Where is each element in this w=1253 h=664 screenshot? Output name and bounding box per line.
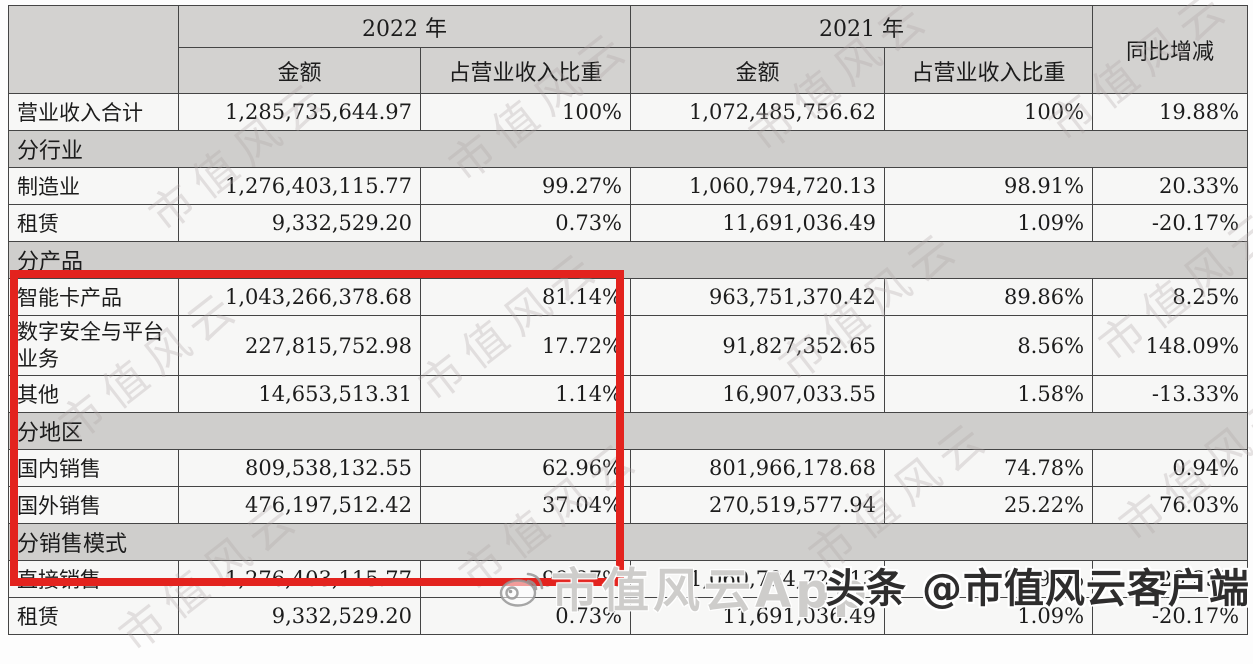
amount-2022: 1,285,735,644.97 [178,93,421,131]
table-row: 直接销售 1,276,403,115.77 99.27% 1,060,794,7… [8,560,1249,598]
header-ratio-2022: 占营业收入比重 [419,47,632,94]
amount-2021: 16,907,033.55 [630,375,886,413]
header-year-2022: 2022 年 [177,5,632,48]
yoy-value: -20.17% [1092,204,1249,242]
section-label: 分产品 [7,241,1249,279]
row-label: 营业收入合计 [8,93,179,131]
table-row: 国外销售 476,197,512.42 37.04% 270,519,577.9… [8,486,1249,524]
ratio-2022: 0.73% [419,204,632,242]
ratio-2021: 8.56% [884,315,1094,376]
amount-2022: 1,043,266,378.68 [178,278,421,316]
amount-2022: 227,815,752.98 [178,315,421,376]
ratio-2022: 17.72% [419,315,632,376]
yoy-value: -20.17% [1092,597,1249,635]
row-label: 智能卡产品 [8,278,179,316]
table-corner-cell [8,5,179,94]
amount-2022: 14,653,513.31 [178,375,421,413]
section-row-industry: 分行业 [7,130,1249,168]
row-label: 租赁 [8,204,179,242]
header-ratio-2021: 占营业收入比重 [884,47,1094,94]
ratio-2021: 98.91% [884,560,1094,598]
ratio-2021: 98.91% [884,167,1094,205]
table-row: 租赁 9,332,529.20 0.73% 11,691,036.49 1.09… [8,597,1249,635]
table-row: 国内销售 809,538,132.55 62.96% 801,966,178.6… [8,449,1249,487]
table-row: 智能卡产品 1,043,266,378.68 81.14% 963,751,37… [8,278,1249,316]
amount-2022: 9,332,529.20 [178,204,421,242]
table-row: 其他 14,653,513.31 1.14% 16,907,033.55 1.5… [8,375,1249,413]
yoy-value: 148.09% [1092,315,1249,376]
ratio-2022: 1.14% [419,375,632,413]
section-row-sales-model: 分销售模式 [7,523,1249,561]
ratio-2022: 99.27% [419,560,632,598]
amount-2021: 963,751,370.42 [630,278,886,316]
yoy-value: -13.33% [1092,375,1249,413]
yoy-value: 8.25% [1092,278,1249,316]
section-row-region: 分地区 [7,412,1249,450]
yoy-value: 76.03% [1092,486,1249,524]
amount-2022: 1,276,403,115.77 [178,167,421,205]
amount-2021: 11,691,036.49 [630,204,886,242]
section-label: 分地区 [7,412,1249,450]
yoy-value: 0.94% [1092,449,1249,487]
amount-2022: 809,538,132.55 [178,449,421,487]
header-amount-2021: 金额 [630,47,886,94]
yoy-value: 19.88% [1092,93,1249,131]
header-yoy: 同比增减 [1092,5,1249,94]
yoy-value: 20.33% [1092,560,1249,598]
row-label: 其他 [8,375,179,413]
table-row: 租赁 9,332,529.20 0.73% 11,691,036.49 1.09… [8,204,1249,242]
amount-2021: 270,519,577.94 [630,486,886,524]
ratio-2022: 81.14% [419,278,632,316]
amount-2021: 1,060,794,720.13 [630,560,886,598]
amount-2021: 1,060,794,720.13 [630,167,886,205]
ratio-2022: 100% [419,93,632,131]
section-row-product: 分产品 [7,241,1249,279]
table-row: 数字安全与平台业务 227,815,752.98 17.72% 91,827,3… [8,315,1249,376]
amount-2021: 801,966,178.68 [630,449,886,487]
financial-table-screenshot: 市值风云 市值风云 市值风云 市值风云 市值风云 市值风云 市值风云 市值风云 … [7,0,1253,662]
header-amount-2022: 金额 [178,47,421,94]
amount-2022: 476,197,512.42 [178,486,421,524]
section-label: 分行业 [7,130,1249,168]
amount-2021: 91,827,352.65 [630,315,886,376]
table-row: 制造业 1,276,403,115.77 99.27% 1,060,794,72… [8,167,1249,205]
ratio-2021: 1.58% [884,375,1094,413]
revenue-breakdown-table: 2022 年 2021 年 同比增减 金额 占营业收入比重 金额 占营业收入比重… [7,5,1249,635]
section-label: 分销售模式 [7,523,1249,561]
row-label: 国内销售 [8,449,179,487]
amount-2022: 1,276,403,115.77 [178,560,421,598]
yoy-value: 20.33% [1092,167,1249,205]
row-label: 直接销售 [8,560,179,598]
ratio-2021: 1.09% [884,597,1094,635]
ratio-2021: 74.78% [884,449,1094,487]
ratio-2022: 62.96% [419,449,632,487]
ratio-2021: 100% [884,93,1094,131]
ratio-2021: 89.86% [884,278,1094,316]
amount-2022: 9,332,529.20 [178,597,421,635]
amount-2021: 11,691,036.49 [630,597,886,635]
ratio-2022: 99.27% [419,167,632,205]
row-label: 数字安全与平台业务 [8,315,179,376]
ratio-2022: 0.73% [419,597,632,635]
row-label: 制造业 [8,167,179,205]
header-year-2021: 2021 年 [630,5,1094,48]
ratio-2021: 25.22% [884,486,1094,524]
amount-2021: 1,072,485,756.62 [630,93,886,131]
row-label: 租赁 [8,597,179,635]
ratio-2021: 1.09% [884,204,1094,242]
row-label: 国外销售 [8,486,179,524]
table-row-total: 营业收入合计 1,285,735,644.97 100% 1,072,485,7… [8,93,1249,131]
ratio-2022: 37.04% [419,486,632,524]
